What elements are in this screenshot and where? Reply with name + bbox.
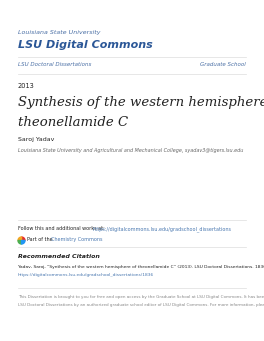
Text: Part of the: Part of the bbox=[27, 237, 54, 242]
Wedge shape bbox=[18, 240, 21, 244]
Wedge shape bbox=[21, 240, 25, 244]
Text: This Dissertation is brought to you for free and open access by the Graduate Sch: This Dissertation is brought to you for … bbox=[18, 295, 264, 299]
Text: LSU Digital Commons: LSU Digital Commons bbox=[18, 40, 153, 50]
Text: Louisiana State University and Agricultural and Mechanical College, syadav3@tige: Louisiana State University and Agricultu… bbox=[18, 148, 243, 153]
Text: Recommended Citation: Recommended Citation bbox=[18, 254, 100, 259]
Text: Graduate School: Graduate School bbox=[200, 62, 246, 67]
Wedge shape bbox=[18, 237, 21, 240]
Text: 2013: 2013 bbox=[18, 83, 35, 89]
Text: Chemistry Commons: Chemistry Commons bbox=[51, 237, 103, 242]
Text: Yadav, Saroj, “Synthesis of the western hemisphere of theonellamide C” (2013). L: Yadav, Saroj, “Synthesis of the western … bbox=[18, 265, 264, 269]
Text: Synthesis of the western hemisphere of: Synthesis of the western hemisphere of bbox=[18, 96, 264, 109]
Text: https://digitalcommons.lsu.edu/gradschool_dissertations/1836: https://digitalcommons.lsu.edu/gradschoo… bbox=[18, 273, 154, 277]
Text: Saroj Yadav: Saroj Yadav bbox=[18, 137, 54, 142]
Text: theonellamide C: theonellamide C bbox=[18, 116, 128, 129]
Text: Follow this and additional works at:: Follow this and additional works at: bbox=[18, 226, 106, 231]
Text: LSU Doctoral Dissertations by an authorized graduate school editor of LSU Digita: LSU Doctoral Dissertations by an authori… bbox=[18, 303, 264, 307]
Text: https://digitalcommons.lsu.edu/gradschool_dissertations: https://digitalcommons.lsu.edu/gradschoo… bbox=[93, 226, 232, 232]
Text: Louisiana State University: Louisiana State University bbox=[18, 30, 101, 35]
Wedge shape bbox=[21, 237, 25, 240]
Text: LSU Doctoral Dissertations: LSU Doctoral Dissertations bbox=[18, 62, 91, 67]
